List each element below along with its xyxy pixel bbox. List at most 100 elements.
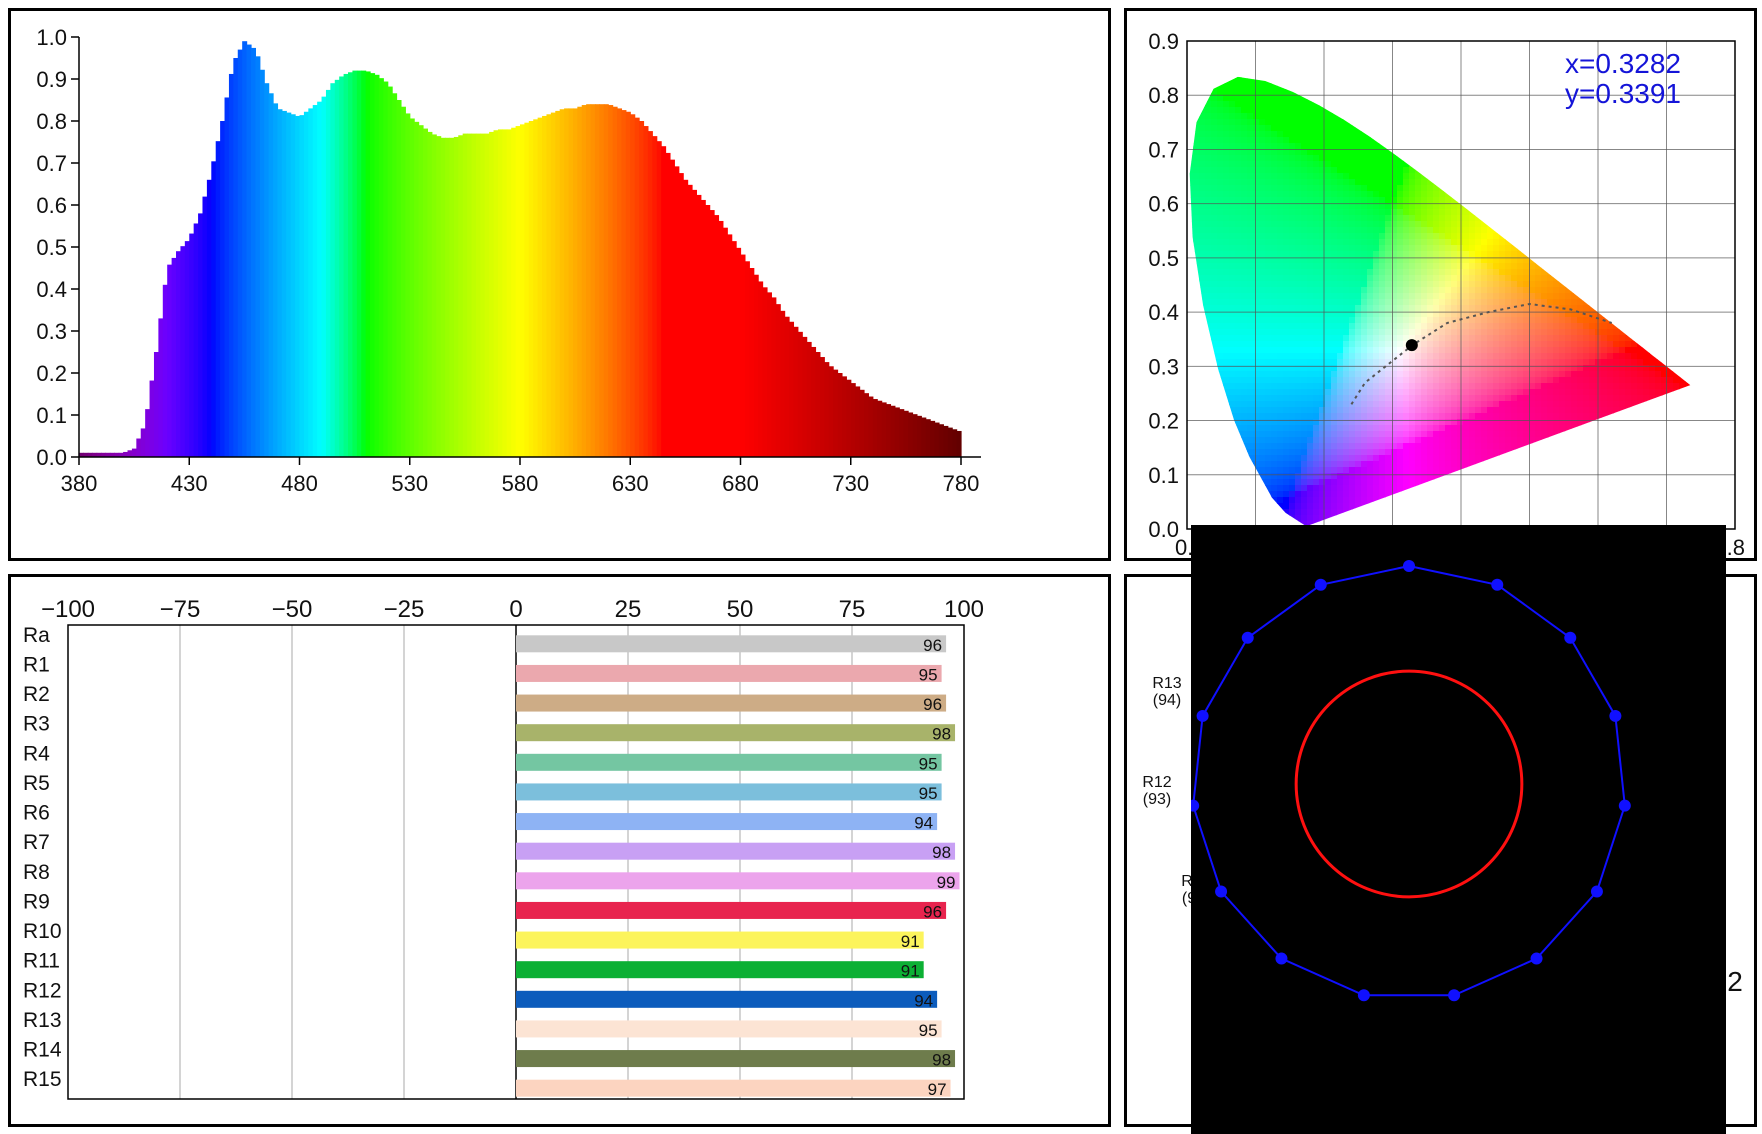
cie-cell — [1307, 119, 1314, 126]
cie-cell — [1469, 497, 1476, 504]
cie-cell — [1385, 473, 1392, 480]
cie-cell — [1433, 179, 1440, 186]
cie-cell — [1457, 359, 1464, 366]
cie-cell — [1367, 479, 1374, 486]
cie-cell — [1259, 131, 1266, 138]
cie-cell — [1349, 413, 1356, 420]
cie-cell — [1475, 347, 1482, 354]
cie-cell — [1319, 59, 1326, 66]
cie-cell — [1193, 479, 1200, 486]
cie-cell — [1361, 131, 1368, 138]
cie-cell — [1199, 467, 1206, 474]
cie-cell — [1277, 185, 1284, 192]
cie-cell — [1421, 155, 1428, 162]
cie-cell — [1247, 377, 1254, 384]
cie-cell — [1253, 413, 1260, 420]
cie-cell — [1379, 149, 1386, 156]
cie-cell — [1355, 53, 1362, 60]
cie-cell — [1193, 281, 1200, 288]
cie-cell — [1463, 425, 1470, 432]
cie-cell — [1307, 221, 1314, 228]
cie-cell — [1295, 41, 1302, 48]
cie-cell — [1373, 371, 1380, 378]
cie-cell — [1403, 311, 1410, 318]
cie-cell — [1493, 161, 1500, 168]
cie-cell — [1517, 113, 1524, 120]
cie-cell — [1211, 449, 1218, 456]
cie-cell — [1283, 425, 1290, 432]
cie-cell — [1403, 77, 1410, 84]
cie-cell — [1481, 125, 1488, 132]
cie-cell — [1433, 95, 1440, 102]
cie-cell — [1223, 76, 1230, 78]
cie-cell — [1189, 353, 1194, 360]
cie-cell — [1529, 353, 1536, 360]
cie-cell — [1439, 275, 1446, 282]
cie-cell — [1451, 227, 1458, 234]
cie-cell — [1283, 215, 1290, 222]
cie-cell — [1469, 143, 1476, 150]
cie-cell — [1193, 257, 1200, 264]
cie-cell — [1217, 209, 1224, 216]
cie-cell — [1517, 287, 1524, 294]
cie-cell — [1189, 83, 1194, 90]
cie-cell — [1355, 59, 1362, 66]
cie-cell — [1379, 245, 1386, 252]
cie-cell — [1517, 185, 1524, 192]
cie-cell — [1529, 299, 1536, 306]
cie-cell — [1205, 515, 1212, 522]
spectrum-bar — [528, 121, 534, 457]
cie-cell — [1343, 233, 1350, 240]
cie-cell — [1421, 131, 1428, 138]
cie-cell — [1481, 485, 1488, 492]
cie-cell — [1235, 101, 1242, 108]
cie-cell — [1523, 65, 1530, 72]
cie-cell — [1409, 107, 1416, 114]
spectrum-bar — [330, 83, 336, 457]
spectrum-bar — [789, 321, 795, 457]
cie-cell — [1367, 191, 1374, 198]
cie-cell — [1481, 443, 1488, 450]
cie-cell — [1289, 455, 1296, 462]
cie-cell — [1241, 257, 1248, 264]
cie-cell — [1409, 209, 1416, 216]
cie-cell — [1247, 425, 1254, 432]
cie-cell — [1235, 449, 1242, 456]
cie-cell — [1259, 251, 1266, 258]
cie-cell — [1259, 389, 1266, 396]
cie-cell — [1205, 215, 1212, 222]
cie-cell — [1427, 197, 1434, 204]
cie-cell — [1403, 227, 1410, 234]
cie-cell — [1379, 485, 1386, 492]
y-tick-label: 0.8 — [36, 109, 67, 134]
cie-cell — [1373, 461, 1380, 468]
cie-cell — [1271, 269, 1278, 276]
cie-cell — [1265, 197, 1272, 204]
cie-cell — [1409, 239, 1416, 246]
cie-cell — [1499, 167, 1506, 174]
cie-cell — [1343, 353, 1350, 360]
cie-cell — [1487, 179, 1494, 186]
cie-cell — [1391, 497, 1398, 504]
cie-cell — [1253, 479, 1260, 486]
cie-cell — [1457, 83, 1464, 90]
cie-cell — [1205, 245, 1212, 252]
cie-cell — [1349, 365, 1356, 372]
cie-cell — [1493, 509, 1500, 516]
cie-cell — [1415, 359, 1422, 366]
cie-cell — [1331, 491, 1338, 498]
cie-cell — [1391, 437, 1398, 444]
cie-cell — [1217, 257, 1224, 264]
cie-cell — [1247, 347, 1254, 354]
cie-cell — [1313, 449, 1320, 456]
cie-cell — [1193, 341, 1200, 348]
cie-cell — [1505, 65, 1512, 72]
cie-cell — [1253, 83, 1260, 90]
cie-cell — [1223, 509, 1230, 516]
cie-cell — [1415, 515, 1422, 522]
cie-cell — [1439, 461, 1446, 468]
cie-cell — [1403, 497, 1410, 504]
cie-cell — [1481, 479, 1488, 486]
cie-cell — [1253, 395, 1260, 402]
cie-cell — [1217, 425, 1224, 432]
